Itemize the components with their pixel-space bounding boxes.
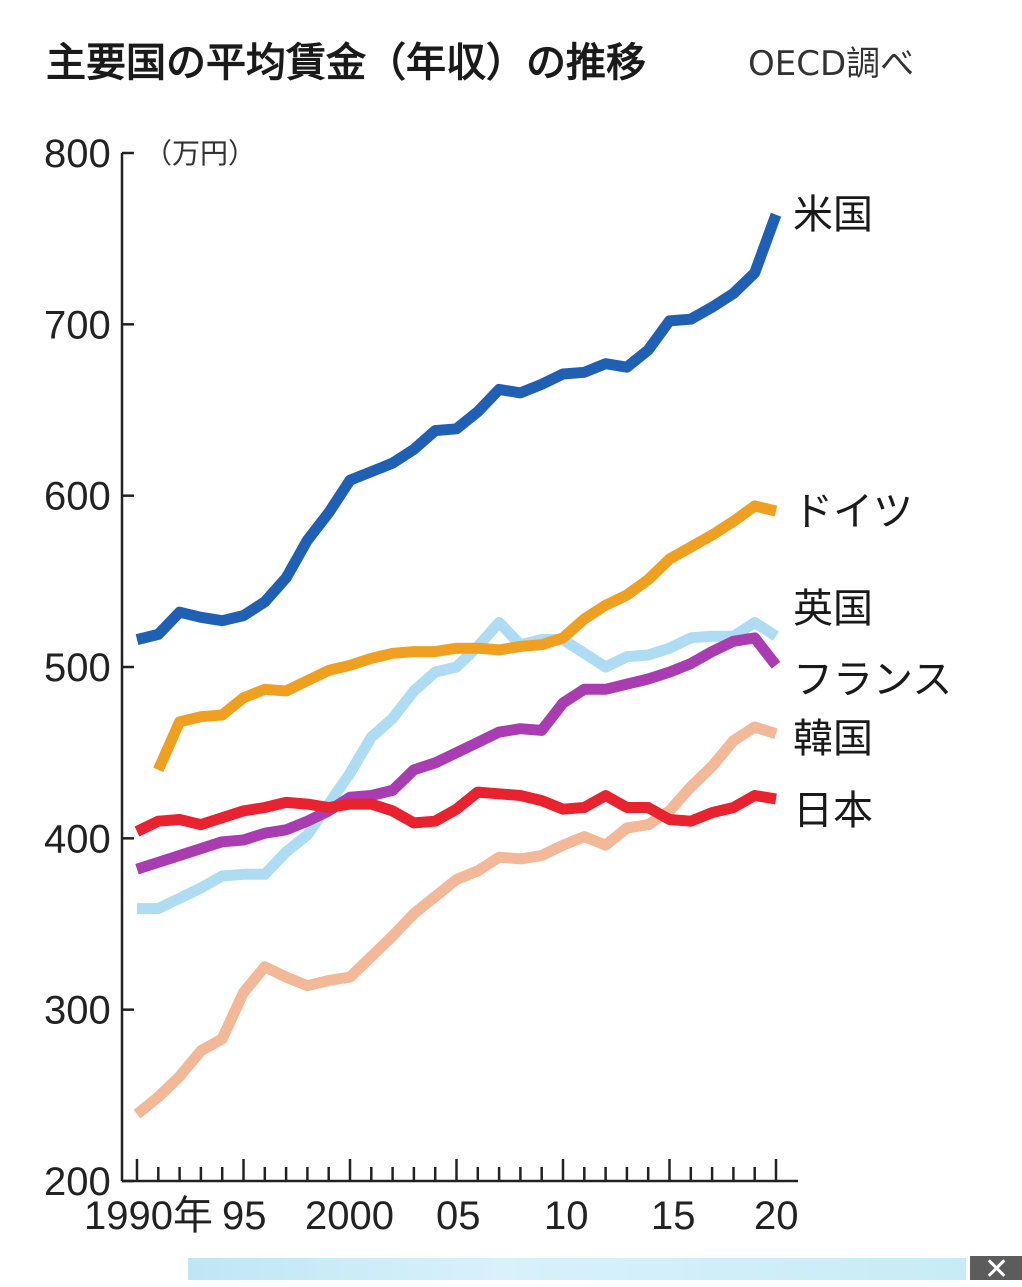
y-tick-label: 200 <box>44 1160 111 1204</box>
series-label: 韓国 <box>793 716 873 762</box>
source-note: OECD調べ <box>748 44 915 84</box>
y-tick-label: 300 <box>44 989 111 1033</box>
series-line-英国 <box>137 617 779 915</box>
x-tick-label: 1990年 <box>84 1194 213 1238</box>
series-label: 英国 <box>793 586 873 632</box>
y-tick-label: 800 <box>44 132 111 176</box>
y-unit-label: （万円） <box>144 137 256 170</box>
x-tick-label: 95 <box>222 1194 267 1238</box>
series-line-ドイツ <box>153 500 778 773</box>
x-tick-label: 05 <box>436 1194 481 1238</box>
series-line-米国 <box>135 212 782 645</box>
series-line-韓国 <box>133 721 778 1119</box>
series-line-日本 <box>134 786 777 837</box>
series-line-フランス <box>135 632 781 875</box>
y-tick-label: 400 <box>44 817 111 861</box>
x-tick-label: 20 <box>754 1194 799 1238</box>
chart-axes: 200 300 400 500 600 700 800 （万円） 1990年 95 2000 05 10… <box>44 132 799 1238</box>
series-label: ドイツ <box>793 489 913 535</box>
x-tick-label: 15 <box>651 1194 696 1238</box>
x-tick-label: 10 <box>544 1194 589 1238</box>
close-button[interactable]: ✕ <box>970 1252 1022 1287</box>
x-tick-label: 2000 <box>305 1194 394 1238</box>
series-label: 日本 <box>793 788 873 834</box>
page-title: 主要国の平均賃金（年収）の推移 <box>46 40 646 86</box>
y-tick-label: 600 <box>44 475 111 519</box>
y-tick-label: 500 <box>44 646 111 690</box>
bottom-ad-banner[interactable] <box>188 1258 966 1280</box>
series-layer <box>133 212 782 1119</box>
series-label: 米国 <box>793 192 873 238</box>
y-tick-label: 700 <box>44 303 111 347</box>
series-label: フランス <box>793 657 952 703</box>
close-icon: ✕ <box>984 1252 1010 1287</box>
